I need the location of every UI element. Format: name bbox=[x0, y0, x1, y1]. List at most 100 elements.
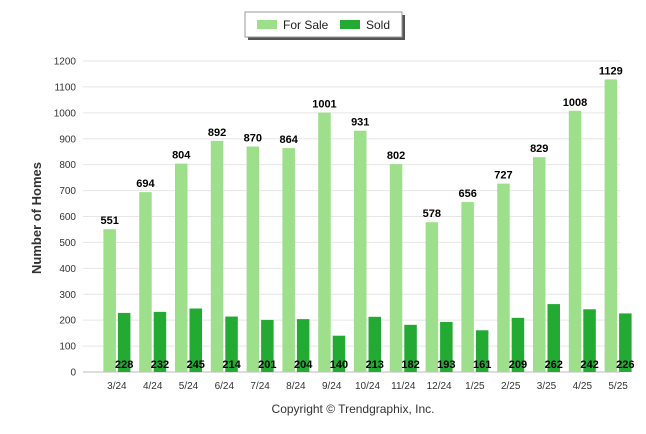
bar-for-sale bbox=[354, 130, 367, 372]
data-label-sold: 161 bbox=[473, 359, 491, 371]
x-tick-label: 10/24 bbox=[355, 381, 380, 392]
data-label-sold: 214 bbox=[222, 359, 241, 371]
legend-label-sold: Sold bbox=[366, 18, 390, 32]
bar-sold bbox=[547, 304, 560, 372]
y-tick-label: 200 bbox=[59, 316, 76, 327]
data-label-for-sale: 551 bbox=[100, 215, 118, 227]
data-label-sold: 228 bbox=[115, 359, 133, 371]
y-tick-label: 800 bbox=[59, 160, 76, 171]
data-label-sold: 140 bbox=[330, 359, 348, 371]
y-tick-label: 400 bbox=[59, 264, 76, 275]
data-label-for-sale: 864 bbox=[279, 134, 298, 146]
bar-sold bbox=[475, 330, 489, 372]
x-tick-label: 6/24 bbox=[215, 381, 235, 392]
data-label-sold: 209 bbox=[509, 359, 527, 371]
data-label-for-sale: 656 bbox=[458, 188, 476, 200]
y-tick-label: 700 bbox=[59, 186, 76, 197]
legend: For Sale Sold bbox=[244, 11, 405, 40]
data-label-sold: 226 bbox=[616, 359, 634, 371]
y-tick-label: 0 bbox=[70, 368, 76, 379]
bar-sold bbox=[189, 308, 202, 372]
data-label-sold: 242 bbox=[580, 359, 598, 371]
y-tick-label: 300 bbox=[59, 290, 76, 301]
x-tick-label: 4/25 bbox=[573, 381, 593, 392]
data-label-sold: 213 bbox=[366, 359, 384, 371]
legend-swatch-sold bbox=[340, 20, 360, 29]
bar-for-sale bbox=[497, 183, 510, 372]
legend-swatch-for-sale bbox=[257, 20, 277, 29]
x-tick-label: 3/25 bbox=[537, 381, 557, 392]
x-tick-label: 8/24 bbox=[286, 381, 306, 392]
x-tick-label: 7/24 bbox=[250, 381, 270, 392]
bar-for-sale bbox=[533, 157, 546, 372]
data-label-sold: 232 bbox=[151, 359, 169, 371]
data-label-for-sale: 1008 bbox=[563, 97, 587, 109]
data-label-for-sale: 892 bbox=[208, 127, 226, 139]
data-label-for-sale: 727 bbox=[494, 170, 512, 182]
y-tick-label: 1100 bbox=[54, 82, 76, 93]
bar-sold bbox=[404, 324, 417, 372]
bar-sold bbox=[511, 317, 525, 372]
bar-for-sale bbox=[568, 110, 582, 372]
y-tick-label: 600 bbox=[59, 212, 76, 223]
data-label-sold: 204 bbox=[294, 359, 313, 371]
bar-sold bbox=[440, 321, 453, 372]
data-label-sold: 245 bbox=[187, 359, 205, 371]
copyright: Copyright © Trendgraphix, Inc. bbox=[272, 402, 435, 416]
bar-sold bbox=[296, 319, 310, 372]
x-tick-label: 9/24 bbox=[322, 381, 342, 392]
data-label-sold: 262 bbox=[545, 359, 563, 371]
x-axis-ticks: 3/24 4/24 5/24 6/24 7/24 8/24 9/24 10/24 11/24 12… bbox=[107, 381, 628, 392]
y-axis-label: Number of Homes bbox=[29, 162, 44, 274]
y-tick-label: 500 bbox=[59, 238, 76, 249]
bar-sold bbox=[117, 312, 131, 372]
bar-for-sale bbox=[139, 192, 152, 372]
data-label-for-sale: 804 bbox=[172, 150, 191, 162]
gridlines bbox=[83, 60, 620, 373]
bar-for-sale bbox=[318, 112, 331, 373]
bar-for-sale bbox=[389, 164, 403, 372]
data-label-sold: 201 bbox=[258, 359, 276, 371]
bar-for-sale bbox=[604, 79, 618, 373]
data-label-sold: 182 bbox=[401, 359, 419, 371]
bar-for-sale bbox=[425, 222, 439, 372]
data-label-for-sale: 1001 bbox=[312, 99, 336, 111]
y-tick-label: 100 bbox=[59, 342, 76, 353]
x-tick-label: 2/25 bbox=[501, 381, 521, 392]
x-tick-label: 12/24 bbox=[427, 381, 452, 392]
bar-for-sale bbox=[282, 148, 295, 372]
bar-sold bbox=[153, 311, 167, 372]
data-label-for-sale: 829 bbox=[530, 143, 548, 155]
x-tick-label: 3/24 bbox=[107, 381, 127, 392]
bar-sold bbox=[225, 316, 238, 372]
bar-sold bbox=[261, 319, 274, 372]
y-axis-ticks: 0 100 200 300 400 500 600 700 800 900 1000 1100 1200 bbox=[54, 57, 77, 379]
x-tick-label: 11/24 bbox=[391, 381, 416, 392]
data-label-for-sale: 1129 bbox=[599, 65, 623, 77]
x-tick-label: 5/25 bbox=[608, 381, 628, 392]
data-label-for-sale: 931 bbox=[351, 117, 369, 129]
bar-for-sale bbox=[210, 140, 224, 372]
bar-sold bbox=[332, 335, 346, 372]
data-label-for-sale: 694 bbox=[136, 178, 155, 190]
x-tick-label: 5/24 bbox=[179, 381, 199, 392]
bar-for-sale bbox=[103, 229, 116, 372]
bar-for-sale bbox=[461, 201, 474, 372]
bar-sold bbox=[583, 309, 596, 372]
y-tick-label: 1200 bbox=[54, 57, 77, 68]
x-tick-label: 1/25 bbox=[465, 381, 485, 392]
data-label-for-sale: 802 bbox=[387, 150, 405, 162]
legend-label-for-sale: For Sale bbox=[283, 18, 329, 32]
bar-sold bbox=[368, 316, 381, 372]
data-label-sold: 193 bbox=[437, 359, 455, 371]
bar-for-sale bbox=[246, 146, 260, 372]
bar-sold bbox=[619, 313, 632, 372]
data-label-for-sale: 870 bbox=[244, 133, 262, 145]
y-tick-label: 900 bbox=[59, 134, 76, 145]
bar-for-sale bbox=[175, 163, 188, 372]
bars: 551 228 694 232 804 245 892 214 870 201 864 204 1001… bbox=[100, 65, 635, 373]
data-label-for-sale: 578 bbox=[423, 208, 441, 220]
x-tick-label: 4/24 bbox=[143, 381, 163, 392]
y-tick-label: 1000 bbox=[54, 108, 77, 119]
